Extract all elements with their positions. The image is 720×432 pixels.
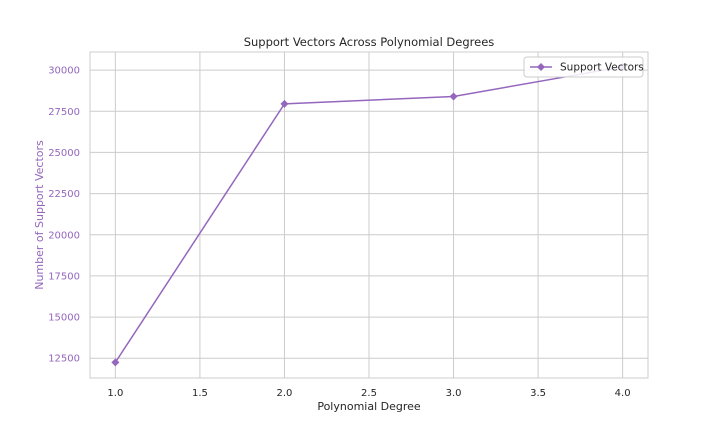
legend: Support Vectors — [523, 56, 644, 78]
legend-box — [523, 56, 644, 78]
y-tick-label: 15000 — [48, 313, 80, 324]
y-tick-label: 17500 — [48, 271, 80, 282]
chart-title: Support Vectors Across Polynomial Degree… — [244, 35, 495, 49]
x-tick-label: 3.5 — [530, 388, 546, 399]
data-point-marker — [280, 99, 289, 108]
series-line — [114, 66, 623, 363]
legend-label: Support Vectors — [560, 62, 644, 74]
x-tick-label: 2.5 — [361, 388, 377, 399]
plot-frame — [89, 51, 649, 379]
y-tick-label: 27500 — [48, 107, 80, 118]
y-axis-ticks: 12500 15000 17500 20000 22500 25000 27500 30000 — [48, 66, 80, 365]
x-tick-label: 1.5 — [192, 388, 208, 399]
y-tick-label: 30000 — [48, 66, 80, 77]
x-tick-label: 1.0 — [107, 388, 123, 399]
data-point-marker — [111, 358, 120, 367]
y-tick-label: 25000 — [48, 148, 80, 159]
data-point-marker — [449, 92, 458, 101]
y-axis-title: Number of Support Vectors — [33, 140, 46, 290]
y-tick-label: 20000 — [48, 230, 80, 241]
x-tick-label: 3.0 — [446, 388, 462, 399]
x-axis-title: Polynomial Degree — [317, 400, 421, 413]
x-tick-label: 4.0 — [615, 388, 631, 399]
y-tick-label: 22500 — [48, 189, 80, 200]
x-tick-label: 2.0 — [277, 388, 293, 399]
y-tick-label: 12500 — [48, 354, 80, 365]
legend-marker — [537, 63, 545, 71]
x-axis-ticks: 1.0 1.5 2.0 2.5 3.0 3.5 4.0 — [107, 388, 630, 399]
